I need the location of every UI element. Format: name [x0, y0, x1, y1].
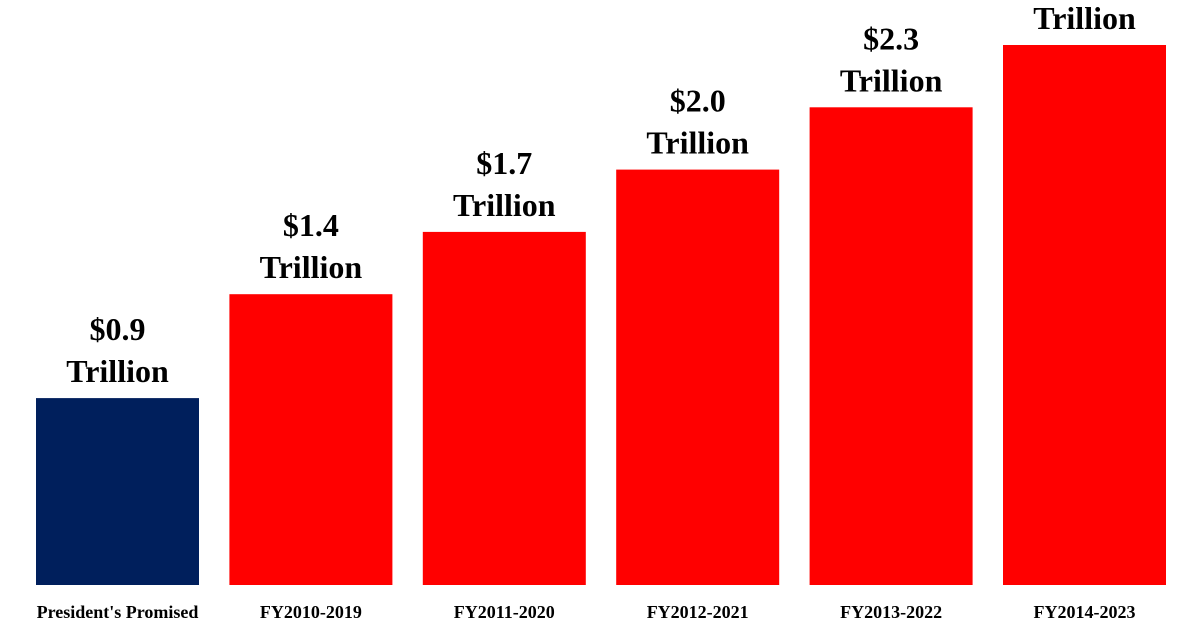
bar-3 [422, 231, 586, 585]
bar-1 [36, 398, 199, 585]
value-labels-group: $0.9 Trillion $1.4 Trillion $1.7 Trillion $2.0… [66, 0, 1136, 389]
data-label-unit-5: Trillion [840, 62, 943, 98]
category-label-2: FY2010-2019 [260, 602, 362, 622]
data-label-value-1: $0.9 [90, 311, 146, 347]
category-label-6: FY2014-2023 [1034, 602, 1136, 622]
category-labels-group: President's Promised FY2010-2019 FY2011-20… [37, 602, 1136, 622]
bar-4 [616, 169, 780, 585]
category-label-3: FY2011-2020 [454, 602, 555, 622]
data-label-value-2: $1.4 [283, 207, 339, 243]
data-label-value-3: $1.7 [476, 145, 532, 181]
bar-5 [809, 107, 973, 586]
data-label-unit-2: Trillion [260, 249, 363, 285]
bar-6 [1003, 45, 1166, 585]
data-label-unit-1: Trillion [66, 353, 169, 389]
category-label-4: FY2012-2021 [647, 602, 749, 622]
data-label-value-4: $2.0 [670, 83, 726, 119]
data-label-unit-6: Trillion [1033, 0, 1136, 36]
category-label-5: FY2013-2022 [840, 602, 942, 622]
category-label-1: President's Promised [37, 602, 199, 622]
data-label-unit-4: Trillion [646, 125, 749, 161]
data-label-unit-3: Trillion [453, 187, 556, 223]
bar-2 [229, 294, 393, 585]
data-label-value-5: $2.3 [863, 20, 919, 56]
bars-group [36, 45, 1166, 586]
